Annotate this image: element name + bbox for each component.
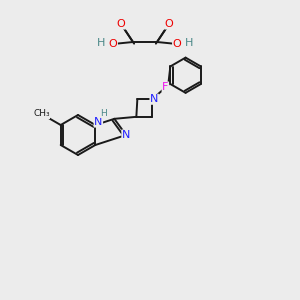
Text: H: H [100,109,107,118]
Text: H: H [97,38,105,48]
Text: O: O [165,19,173,29]
Text: O: O [117,19,125,29]
Text: CH₃: CH₃ [33,110,50,118]
Text: N: N [122,130,130,140]
Text: N: N [150,94,158,104]
Text: H: H [185,38,193,48]
Text: O: O [172,39,182,49]
Text: F: F [162,82,169,92]
Text: O: O [109,39,117,49]
Text: N: N [94,117,103,127]
